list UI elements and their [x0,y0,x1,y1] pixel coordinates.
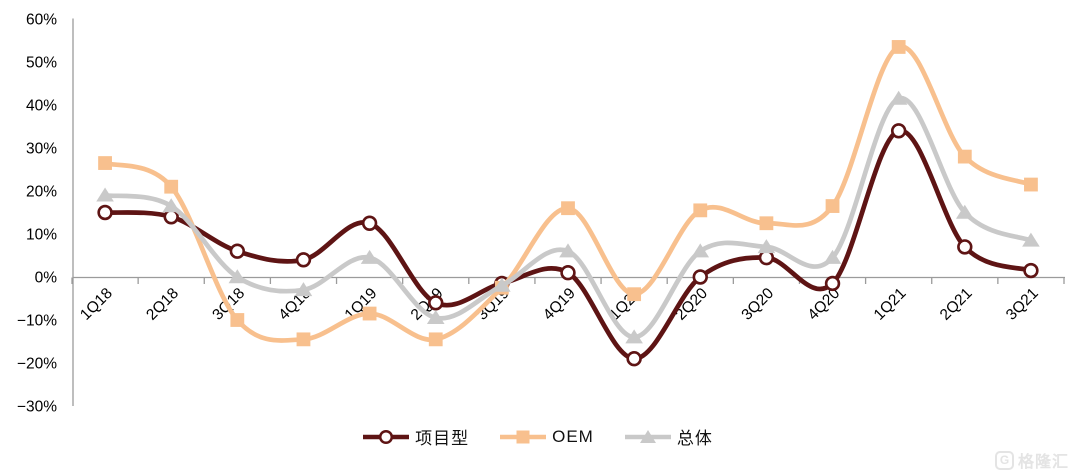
legend-triangle-marker-icon [624,429,671,443]
series-line-overall [102,96,1034,340]
series-marker-oem [561,201,575,216]
series-marker-oem [825,199,840,213]
legend-item-overall: 总体 [624,424,713,449]
series-marker-overall [228,269,247,284]
legend-label: OEM [552,426,594,446]
series-marker-project-type [295,252,312,268]
series-marker-overall [889,90,908,105]
series-marker-project-type [758,249,775,266]
legend-item-oem: OEM [499,427,594,447]
y-axis-label: −10% [17,313,57,330]
x-axis-label: 2Q21 [937,285,976,324]
series-marker-oem [627,287,642,302]
series-marker-oem [362,306,377,321]
series-marker-oem [230,313,245,327]
series-marker-oem [759,216,774,231]
series-marker-oem [98,156,112,170]
series-marker-overall [1022,232,1040,247]
y-axis-label: 30% [26,141,57,158]
y-axis-label: −30% [17,399,57,416]
x-axis-label: 3Q21 [1003,285,1042,324]
series-marker-project-type [890,123,907,139]
legend-circle-marker-icon [363,429,410,444]
watermark: G 格隆汇 [994,448,1069,472]
series-marker-project-type [428,295,444,311]
series-marker-project-type [692,269,708,285]
gelonghui-logo-icon: G [994,450,1014,470]
series-marker-overall [956,204,974,219]
y-axis-label: 0% [35,270,58,287]
legend-label: 项目型 [415,429,470,448]
series-marker-overall [757,239,776,254]
y-axis-label: 20% [26,184,57,201]
series-marker-overall [360,249,379,264]
series-marker-oem [428,332,443,347]
series-marker-overall [294,282,313,297]
series-marker-oem [164,179,179,194]
series-marker-project-type [626,351,642,367]
series-line-oem [102,44,1034,343]
series-marker-project-type [824,275,841,292]
legend-square-marker-icon [500,430,547,443]
series-marker-oem [296,332,311,347]
series-marker-overall [493,277,511,292]
y-axis-label: 50% [26,55,57,72]
y-axis-label: 60% [26,12,57,29]
series-marker-overall [823,249,842,264]
chart-legend: 项目型 OEM 总体 [0,424,1075,449]
series-marker-overall [625,329,643,344]
series-marker-project-type [1023,262,1039,279]
x-axis-label: 1Q18 [77,285,116,324]
series-marker-project-type [97,204,113,221]
series-marker-overall [691,243,710,258]
series-line-project-type [102,128,1034,362]
y-axis-label: 40% [26,98,57,115]
watermark-text: 格隆汇 [1017,454,1069,471]
series-marker-oem [1024,177,1038,192]
series-marker-overall [559,243,577,258]
series-marker-project-type [361,215,378,231]
series-marker-oem [693,203,708,218]
x-axis-label: 1Q21 [871,285,910,324]
series-marker-overall [162,198,180,213]
series-marker-project-type [163,209,179,225]
legend-item-project-type: 项目型 [362,424,469,449]
series-marker-project-type [957,239,973,255]
x-axis-label: 2Q18 [143,285,182,324]
series-marker-project-type [560,265,576,281]
series-marker-overall [96,187,114,202]
x-axis-label: 4Q19 [540,285,579,324]
y-axis-label: −20% [17,356,57,373]
y-axis-label: 10% [26,227,57,244]
legend-label: 总体 [676,429,713,448]
series-marker-oem [891,40,906,54]
x-axis-label: 3Q20 [738,285,777,324]
series-marker-oem [957,149,972,164]
series-marker-overall [426,310,445,325]
series-marker-project-type [229,243,246,259]
